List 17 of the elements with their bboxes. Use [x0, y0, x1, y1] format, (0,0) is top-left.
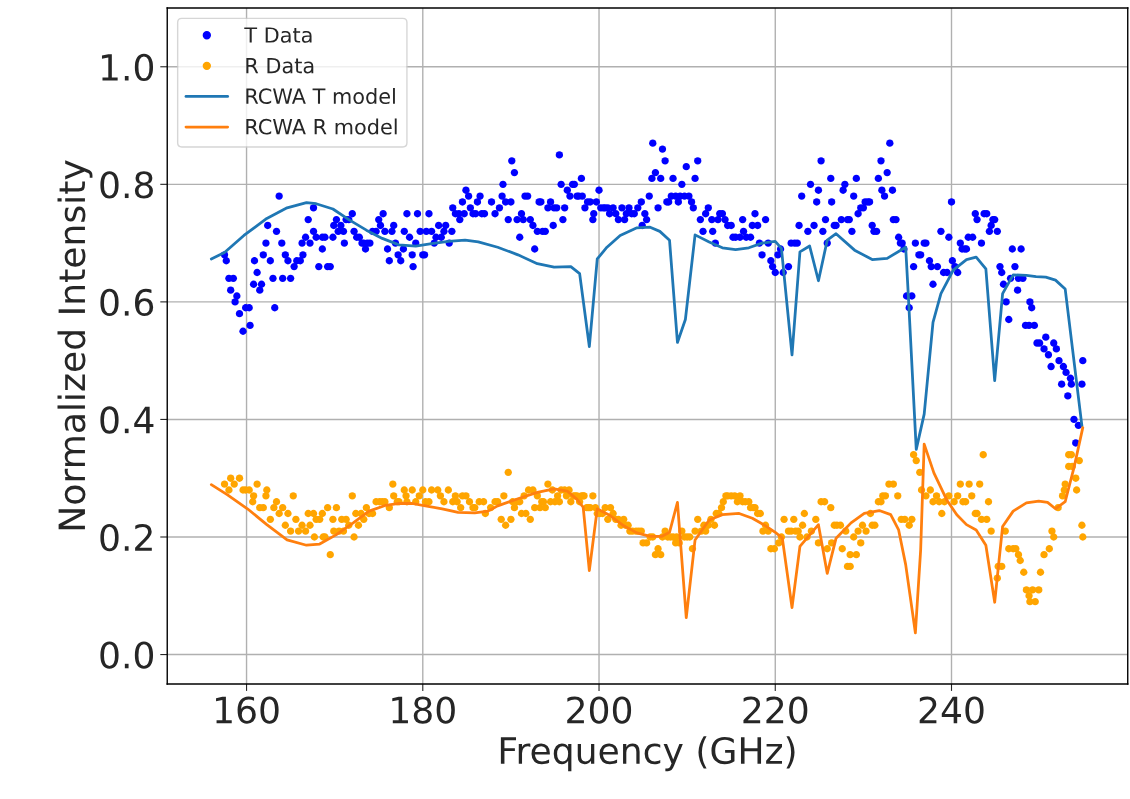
legend-label: R Data: [246, 57, 314, 74]
legend-label: RCWA R model: [246, 118, 397, 135]
x-axis-title: Frequency (GHz): [500, 736, 795, 772]
y-tick-label: 0.8: [100, 171, 153, 199]
x-tick-label: 200: [567, 696, 632, 724]
legend-label: T Data: [244, 27, 312, 43]
y-tick-label: 1.0: [101, 53, 154, 81]
y-tick-label: 0.2: [100, 523, 152, 552]
y-tick-label: 0.4: [100, 406, 154, 434]
x-tick-label: 220: [743, 696, 808, 724]
x-tick-label: 240: [919, 696, 984, 724]
legend-label: RCWA T model: [246, 87, 395, 105]
y-axis-title: Normalized Intensity: [57, 160, 93, 530]
y-tick-label: 0.0: [100, 641, 154, 669]
x-tick-label: 160: [216, 696, 279, 724]
y-tick-label: 0.6: [100, 288, 154, 317]
x-tick-label: 180: [392, 696, 455, 724]
